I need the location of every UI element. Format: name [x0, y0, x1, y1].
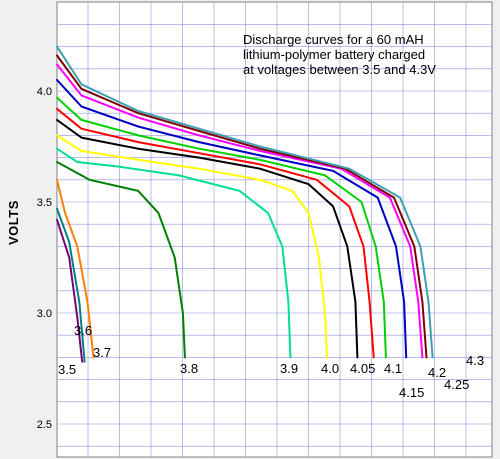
series-line-3-5: [56, 207, 86, 363]
series-end-label: 4.05: [350, 361, 375, 376]
series-end-label: 3.9: [280, 361, 298, 376]
y-tick-label: 3.5: [37, 197, 52, 209]
chart-title: Discharge curves for a 60 mAH lithium-po…: [243, 32, 436, 77]
series-line-4-25: [56, 54, 428, 359]
series-end-label: 3.6: [74, 323, 92, 338]
chart-title-line-2: lithium-polymer battery charged: [243, 47, 426, 62]
series-line-3-7: [56, 161, 186, 359]
series-end-label: 4.15: [399, 385, 424, 400]
series-end-label: 3.8: [180, 361, 198, 376]
series-line-3-5: [56, 218, 84, 363]
series-line-4-15: [56, 78, 408, 359]
series-line-4-2: [56, 63, 424, 359]
y-tick-label: 4.0: [37, 86, 52, 98]
series-line-4-0: [56, 118, 359, 359]
series-line-3-9: [56, 134, 328, 359]
series-end-label: 3.7: [93, 345, 111, 360]
series-end-label: 3.5: [58, 362, 76, 377]
series-line-4-05: [56, 107, 375, 359]
chart-title-line-3: at voltages between 3.5 and 4.3V: [243, 62, 436, 77]
series-line-4-1: [56, 96, 387, 359]
series-line-3-6: [56, 178, 95, 359]
series-end-label: 4.2: [428, 365, 446, 380]
y-tick-label: 3.0: [37, 308, 52, 320]
series-line-4-3: [56, 45, 434, 359]
series-end-label: 4.0: [321, 361, 339, 376]
chart-title-line-1: Discharge curves for a 60 mAH: [243, 32, 424, 47]
series-end-label: 4.25: [444, 377, 469, 392]
series-end-label: 4.1: [384, 361, 402, 376]
y-axis-label: VOLTS: [6, 200, 21, 245]
y-tick-label: 2.5: [37, 419, 52, 431]
series-end-label: 4.3: [466, 353, 484, 368]
series-line-3-8: [56, 147, 292, 359]
